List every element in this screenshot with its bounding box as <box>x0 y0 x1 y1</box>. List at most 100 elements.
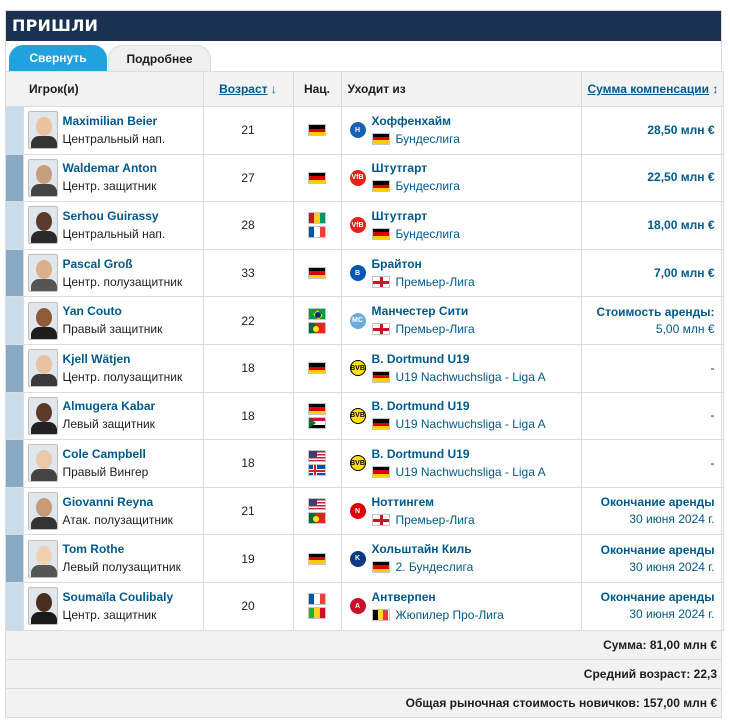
league-link[interactable]: U19 Nachwuchsliga - Liga A <box>395 464 546 479</box>
player-name-link[interactable]: Maximilian Beier <box>62 113 158 128</box>
player-age: 18 <box>203 392 294 441</box>
player-cell: Soumaïla Coulibaly Центр. защитник <box>23 582 204 631</box>
league-link[interactable]: Премьер-Лига <box>395 322 475 337</box>
club-crest-icon[interactable]: K <box>349 550 366 567</box>
transfer-fee[interactable]: - <box>581 344 724 393</box>
from-club-cell: VfB Штутгарт Бундеслига <box>341 201 582 250</box>
league-country-flag-icon <box>371 465 390 478</box>
player-avatar[interactable] <box>27 492 58 531</box>
header-age[interactable]: Возраст ↓ <box>203 71 294 107</box>
club-crest-icon[interactable]: A <box>349 598 366 615</box>
player-avatar[interactable] <box>27 254 58 293</box>
club-crest-icon[interactable]: B <box>349 265 366 282</box>
club-name-link[interactable]: Штутгарт <box>371 161 428 176</box>
nationality-cell <box>293 487 342 536</box>
transfer-fee[interactable]: 28,50 млн € <box>581 106 724 155</box>
player-age: 33 <box>203 249 294 298</box>
nationality-flag-icon <box>308 552 326 565</box>
club-crest-icon[interactable]: BVB <box>349 407 366 424</box>
player-cell: Yan Couto Правый защитник <box>23 296 204 345</box>
club-name-link[interactable]: B. Dortmund U19 <box>371 351 470 366</box>
nationality-flag-icon <box>308 464 326 477</box>
player-name-link[interactable]: Yan Couto <box>62 304 122 319</box>
player-name-link[interactable]: Waldemar Anton <box>62 161 157 176</box>
club-name-link[interactable]: Хольштайн Киль <box>371 542 472 557</box>
player-avatar[interactable] <box>27 396 58 435</box>
player-name-link[interactable]: Kjell Wätjen <box>62 351 131 366</box>
sort-fee-link[interactable]: Сумма компенсации <box>587 82 709 96</box>
player-avatar[interactable] <box>27 349 58 388</box>
club-crest-icon[interactable]: BVB <box>349 455 366 472</box>
player-name-link[interactable]: Cole Campbell <box>62 446 146 461</box>
transfer-fee[interactable]: 22,50 млн € <box>581 154 724 203</box>
transfer-fee[interactable]: 18,00 млн € <box>581 201 724 250</box>
fee-main: Окончание аренды <box>600 590 715 605</box>
club-name-link[interactable]: Манчестер Сити <box>371 304 469 319</box>
player-avatar[interactable] <box>27 111 58 150</box>
from-club-cell: N Ноттингем Премьер-Лига <box>341 487 582 536</box>
player-cell: Giovanni Reyna Атак. полузащитник <box>23 487 204 536</box>
transfer-fee[interactable]: - <box>581 392 724 441</box>
league-link[interactable]: Бундеслига <box>395 226 460 241</box>
club-name-link[interactable]: Антверпен <box>371 589 436 604</box>
club-crest-icon[interactable]: VfB <box>349 169 366 186</box>
nationality-flag-icon <box>308 512 326 525</box>
league-link[interactable]: U19 Nachwuchsliga - Liga A <box>395 369 546 384</box>
tab-details[interactable]: Подробнее <box>108 45 211 71</box>
header-stripe <box>6 71 23 107</box>
tab-collapse[interactable]: Свернуть <box>9 45 107 71</box>
from-club-cell: MC Манчестер Сити Премьер-Лига <box>341 296 582 345</box>
league-link[interactable]: Премьер-Лига <box>395 274 475 289</box>
fee-detail: 30 июня 2024 г. <box>629 512 715 527</box>
club-name-link[interactable]: B. Dortmund U19 <box>371 446 470 461</box>
player-name-link[interactable]: Serhou Guirassy <box>62 208 159 223</box>
player-cell: Maximilian Beier Центральный нап. <box>23 106 204 155</box>
nationality-flag-icon <box>308 171 326 184</box>
league-country-flag-icon <box>371 513 390 526</box>
club-crest-icon[interactable]: H <box>349 122 366 139</box>
player-avatar[interactable] <box>27 301 58 340</box>
fee-main: - <box>710 360 715 375</box>
player-position: Центр. полузащитник <box>62 274 183 289</box>
player-name-link[interactable]: Pascal Groß <box>62 256 133 271</box>
summary-market-value: Общая рыночная стоимость новичков: 157,0… <box>6 688 721 718</box>
transfer-fee[interactable]: Окончание аренды 30 июня 2024 г. <box>581 582 724 631</box>
summary-avg-age: Средний возраст: 22,3 <box>6 659 721 689</box>
row-stripe <box>6 487 24 536</box>
player-avatar[interactable] <box>27 444 58 483</box>
sort-both-icon: ↕ <box>712 82 719 96</box>
league-link[interactable]: Бундеслига <box>395 131 460 146</box>
club-name-link[interactable]: Ноттингем <box>371 494 434 509</box>
player-avatar[interactable] <box>27 587 58 626</box>
sort-age-link[interactable]: Возраст <box>219 82 268 96</box>
club-name-link[interactable]: B. Dortmund U19 <box>371 399 470 414</box>
player-name-link[interactable]: Almugera Kabar <box>62 399 156 414</box>
club-name-link[interactable]: Штутгарт <box>371 208 428 223</box>
league-link[interactable]: Жюпилер Про-Лига <box>395 607 504 622</box>
header-fee[interactable]: Сумма компенсации ↕ <box>581 71 724 107</box>
club-crest-icon[interactable]: BVB <box>349 360 366 377</box>
club-name-link[interactable]: Хоффенхайм <box>371 113 452 128</box>
transfer-fee[interactable]: Окончание аренды 30 июня 2024 г. <box>581 487 724 536</box>
league-link[interactable]: Бундеслига <box>395 179 460 194</box>
club-crest-icon[interactable]: VfB <box>349 217 366 234</box>
player-name-link[interactable]: Tom Rothe <box>62 542 125 557</box>
player-avatar[interactable] <box>27 158 58 197</box>
transfer-fee[interactable]: Окончание аренды 30 июня 2024 г. <box>581 534 724 583</box>
club-crest-icon[interactable]: N <box>349 503 366 520</box>
club-crest-icon[interactable]: MC <box>349 312 366 329</box>
club-name-link[interactable]: Брайтон <box>371 256 422 271</box>
player-name-link[interactable]: Soumaïla Coulibaly <box>62 589 174 604</box>
player-name-link[interactable]: Giovanni Reyna <box>62 494 154 509</box>
player-age: 20 <box>203 582 294 631</box>
transfer-fee[interactable]: Стоимость аренды: 5,00 млн € <box>581 296 724 345</box>
player-position: Левый защитник <box>62 417 155 432</box>
player-avatar[interactable] <box>27 539 58 578</box>
player-avatar[interactable] <box>27 206 58 245</box>
table-row: Tom Rothe Левый полузащитник 19 K Хольшт… <box>6 534 724 583</box>
transfer-fee[interactable]: 7,00 млн € <box>581 249 724 298</box>
league-link[interactable]: 2. Бундеслига <box>395 560 474 575</box>
league-link[interactable]: U19 Nachwuchsliga - Liga A <box>395 417 546 432</box>
transfer-fee[interactable]: - <box>581 439 724 488</box>
league-link[interactable]: Премьер-Лига <box>395 512 475 527</box>
